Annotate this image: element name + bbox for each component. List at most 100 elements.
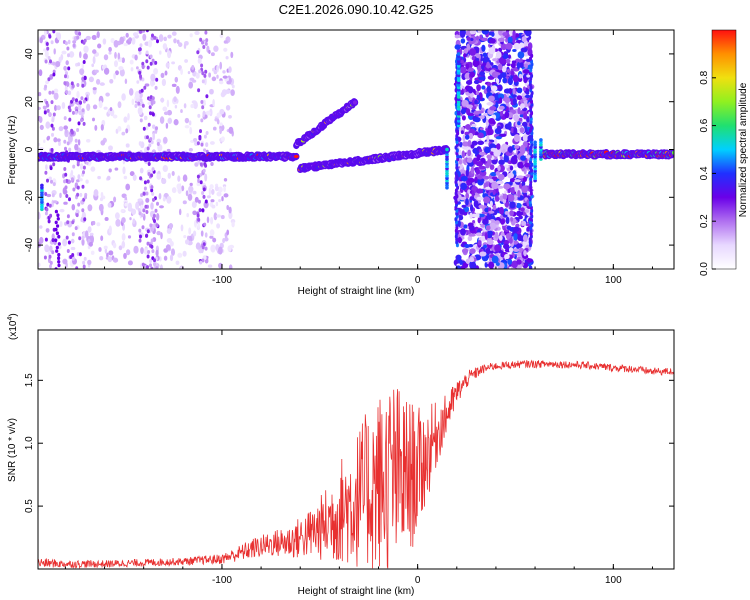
spectrogram-cell xyxy=(477,65,482,72)
spectrogram-cell xyxy=(492,58,498,62)
spectrogram-cell xyxy=(469,196,474,201)
spectrogram-cell xyxy=(154,60,158,65)
spectrogram-cell xyxy=(118,66,124,71)
spectrogram-cell xyxy=(509,201,516,209)
spectrogram-cell xyxy=(92,49,97,54)
spectrogram-cell xyxy=(483,196,491,204)
spectrogram-cell xyxy=(97,175,101,180)
spectrogram-cell xyxy=(149,111,152,116)
spectrogram-cell xyxy=(51,126,55,131)
spectrogram-cell xyxy=(473,117,481,123)
spectrogram-cell xyxy=(518,117,523,122)
spectrogram-cell xyxy=(64,129,68,134)
spectrogram-cell xyxy=(160,72,165,79)
spectrogram-cell xyxy=(501,65,507,73)
spectrogram-cell xyxy=(213,212,218,221)
spectrogram-cell xyxy=(476,196,484,201)
spectrogram-cell xyxy=(66,141,70,146)
snr-xtick-label: 100 xyxy=(605,575,622,586)
spectrogram-ticks: -100 0 100 -40 -20 0 20 40 xyxy=(24,30,674,286)
spectrogram-cell xyxy=(167,34,172,39)
spectrogram-cell xyxy=(153,35,157,40)
spectrogram-cell xyxy=(195,72,200,79)
spectrogram-cell xyxy=(479,251,487,257)
spectrogram-cell xyxy=(219,61,223,70)
spectrogram-cell xyxy=(520,155,527,161)
spectrogram-cell xyxy=(102,38,107,45)
spectrogram-cell xyxy=(460,182,468,191)
spectrogram-cell xyxy=(472,220,476,224)
spectrogram-cell xyxy=(103,54,109,61)
spectrogram-cell xyxy=(486,101,494,106)
spectrogram-cell xyxy=(522,234,528,243)
spectrogram-cell xyxy=(94,124,98,131)
snr-xtick-label: -100 xyxy=(212,575,232,586)
spectrogram-cell xyxy=(197,88,201,93)
spectrogram-cell xyxy=(56,138,61,142)
spectrogram-cell xyxy=(146,229,150,234)
spectrogram-cell xyxy=(62,238,68,247)
spectrogram-cell xyxy=(72,43,76,48)
spectrogram-cell xyxy=(211,188,215,195)
spectrogram-ytick-label: 20 xyxy=(24,96,35,108)
spectrogram-cell xyxy=(494,93,499,101)
spectrogram-cell xyxy=(467,112,475,117)
spectrogram-cell xyxy=(454,111,458,116)
spectrogram-cell xyxy=(48,245,53,253)
spectrogram-cell xyxy=(201,71,205,76)
spectrogram-cell xyxy=(174,76,179,83)
spectrogram-cell xyxy=(66,214,70,219)
spectrogram-cell xyxy=(74,110,78,115)
spectrogram-cell xyxy=(132,32,139,37)
spectrogram-cell xyxy=(475,161,484,167)
spectrogram-cell xyxy=(488,210,495,214)
spectrogram-cell xyxy=(59,192,62,199)
spectrogram-cell xyxy=(87,226,92,233)
spectrogram-cell xyxy=(156,213,160,221)
spectrogram-cell xyxy=(522,134,528,142)
spectrogram-cell xyxy=(221,196,224,202)
spectrogram-cell xyxy=(502,54,509,59)
spectrogram-cell xyxy=(219,122,223,127)
spectrogram-cell xyxy=(81,83,85,88)
spectrogram-cell xyxy=(63,201,68,205)
spectrogram-cell xyxy=(222,70,226,74)
spectrogram-cell xyxy=(469,30,477,35)
spectrogram-cell xyxy=(158,34,164,42)
spectrogram-cell xyxy=(475,212,480,218)
spectrogram-cell xyxy=(141,61,145,66)
spectrogram-cell xyxy=(83,217,87,222)
spectrogram-cell xyxy=(128,37,133,42)
spectrogram-cell xyxy=(155,126,158,131)
svg-text:(x104): (x104) xyxy=(7,313,19,340)
spectrogram-cell xyxy=(75,213,79,218)
spectrogram-cell xyxy=(143,180,147,185)
spectrogram-cell xyxy=(208,187,212,196)
spectrogram-cell xyxy=(193,138,198,142)
spectrogram-cell xyxy=(98,203,104,212)
spectrogram-cell xyxy=(151,58,155,63)
spectrogram-cell xyxy=(216,64,219,73)
spectrogram-cell xyxy=(459,59,464,64)
spectrogram-cell xyxy=(188,120,192,126)
spectrogram-cell xyxy=(108,145,113,151)
spectrogram-cell xyxy=(127,202,133,211)
spectrogram-cell xyxy=(527,42,533,51)
spectrogram-cell xyxy=(121,233,126,241)
spectrogram-cell xyxy=(191,64,195,71)
spectrogram-cell xyxy=(211,204,216,209)
spectrogram-cell xyxy=(82,197,86,202)
spectrogram-cell xyxy=(476,154,481,162)
spectrogram-cell xyxy=(504,164,509,169)
spectrogram-cell xyxy=(164,70,168,76)
spectrogram-cell xyxy=(113,40,119,48)
spectrogram-cell xyxy=(54,227,58,232)
spectrogram-cell xyxy=(216,118,220,125)
spectrogram-cell xyxy=(202,242,206,247)
spectrogram-cell xyxy=(211,76,217,82)
spectrogram-cell xyxy=(523,63,529,69)
spectrogram-cell xyxy=(496,180,504,185)
snr-panel: -100 0 100 0.5 1.0 1.5 Height of straight lin… xyxy=(7,313,675,597)
spectrogram-cell xyxy=(151,167,155,172)
spectrogram-cell xyxy=(39,236,44,244)
